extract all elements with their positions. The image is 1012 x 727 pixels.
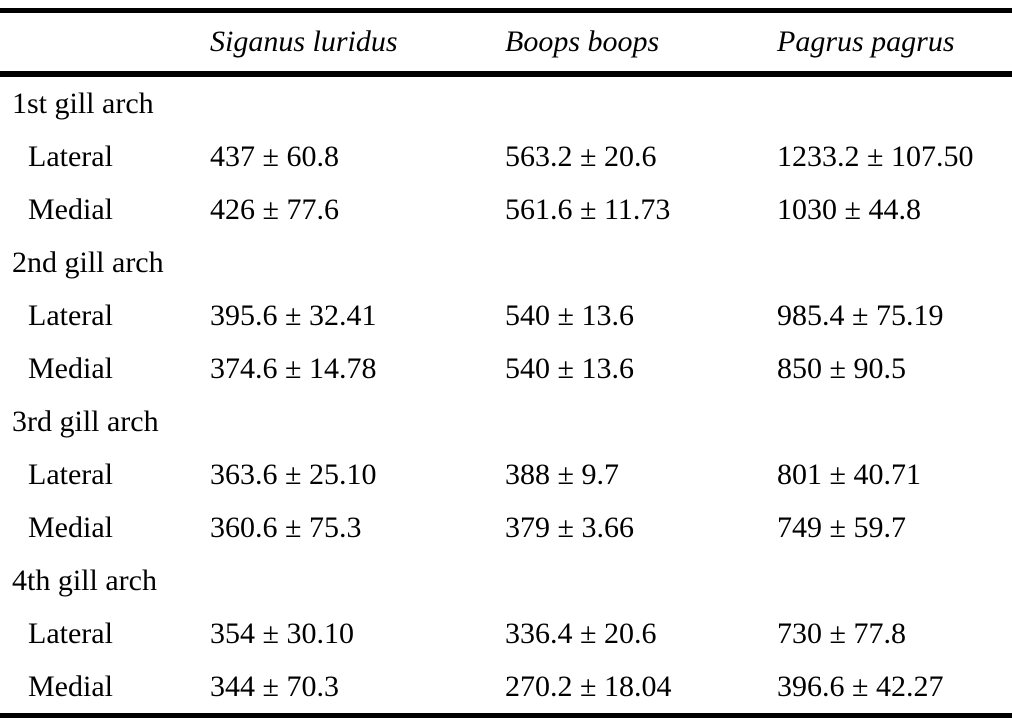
value-cell: 563.2 ± 20.6 xyxy=(505,139,657,173)
table-row: Lateral 437 ± 60.8 563.2 ± 20.6 1233.2 ±… xyxy=(0,130,1012,183)
table-row: Medial 426 ± 77.6 561.6 ± 11.73 1030 ± 4… xyxy=(0,183,1012,236)
section-header-row: 4th gill arch xyxy=(0,554,1012,607)
value-cell: 354 ± 30.10 xyxy=(210,616,354,650)
section-label-3rd-gill-arch: 3rd gill arch xyxy=(12,404,159,438)
section-header-row: 3rd gill arch xyxy=(0,395,1012,448)
row-label: Lateral xyxy=(28,616,113,650)
value-cell: 437 ± 60.8 xyxy=(210,139,339,173)
table-row: Lateral 395.6 ± 32.41 540 ± 13.6 985.4 ±… xyxy=(0,289,1012,342)
value-cell: 426 ± 77.6 xyxy=(210,192,339,226)
value-cell: 374.6 ± 14.78 xyxy=(210,351,377,385)
table-row: Medial 374.6 ± 14.78 540 ± 13.6 850 ± 90… xyxy=(0,342,1012,395)
value-cell: 561.6 ± 11.73 xyxy=(505,192,671,226)
header-species-siganus-luridus: Siganus luridus xyxy=(200,10,495,77)
row-label: Medial xyxy=(28,192,113,226)
row-label: Medial xyxy=(28,351,113,385)
header-species-pagrus-pagrus: Pagrus pagrus xyxy=(767,10,1012,77)
value-cell: 801 ± 40.71 xyxy=(777,457,921,491)
value-cell: 363.6 ± 25.10 xyxy=(210,457,377,491)
section-label-1st-gill-arch: 1st gill arch xyxy=(12,86,154,120)
value-cell: 1233.2 ± 107.50 xyxy=(777,139,974,173)
header-spacer xyxy=(0,10,200,77)
gill-arch-measurements-table: Siganus luridus Boops boops Pagrus pagru… xyxy=(0,8,1012,718)
row-label: Lateral xyxy=(28,457,113,491)
value-cell: 344 ± 70.3 xyxy=(210,669,339,703)
section-header-row: 2nd gill arch xyxy=(0,236,1012,289)
table-row: Medial 344 ± 70.3 270.2 ± 18.04 396.6 ± … xyxy=(0,660,1012,716)
row-label: Medial xyxy=(28,510,113,544)
value-cell: 336.4 ± 20.6 xyxy=(505,616,657,650)
table-row: Lateral 354 ± 30.10 336.4 ± 20.6 730 ± 7… xyxy=(0,607,1012,660)
table-row: Lateral 363.6 ± 25.10 388 ± 9.7 801 ± 40… xyxy=(0,448,1012,501)
value-cell: 540 ± 13.6 xyxy=(505,298,634,332)
row-label: Medial xyxy=(28,669,113,703)
value-cell: 850 ± 90.5 xyxy=(777,351,906,385)
value-cell: 396.6 ± 42.27 xyxy=(777,669,944,703)
value-cell: 749 ± 59.7 xyxy=(777,510,906,544)
section-header-row: 1st gill arch xyxy=(0,74,1012,130)
row-label: Lateral xyxy=(28,139,113,173)
section-label-4th-gill-arch: 4th gill arch xyxy=(12,563,157,597)
value-cell: 730 ± 77.8 xyxy=(777,616,906,650)
value-cell: 985.4 ± 75.19 xyxy=(777,298,944,332)
section-label-2nd-gill-arch: 2nd gill arch xyxy=(12,245,164,279)
row-label: Lateral xyxy=(28,298,113,332)
value-cell: 540 ± 13.6 xyxy=(505,351,634,385)
value-cell: 379 ± 3.66 xyxy=(505,510,634,544)
value-cell: 270.2 ± 18.04 xyxy=(505,669,672,703)
value-cell: 395.6 ± 32.41 xyxy=(210,298,377,332)
header-species-boops-boops: Boops boops xyxy=(495,10,767,77)
table-row: Medial 360.6 ± 75.3 379 ± 3.66 749 ± 59.… xyxy=(0,501,1012,554)
value-cell: 1030 ± 44.8 xyxy=(777,192,921,226)
value-cell: 388 ± 9.7 xyxy=(505,457,619,491)
value-cell: 360.6 ± 75.3 xyxy=(210,510,362,544)
header-row: Siganus luridus Boops boops Pagrus pagru… xyxy=(0,10,1012,77)
